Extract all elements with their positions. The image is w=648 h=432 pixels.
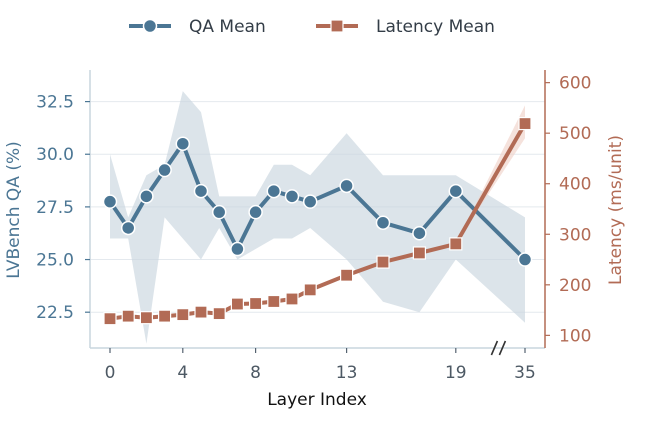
band-layer [110,91,525,344]
qa-point-3 [157,162,172,178]
y-left-tick-label-3: 30.0 [36,145,74,165]
x-tick-label-5: 35 [514,363,536,383]
latency-point-1 [121,309,135,323]
axis-layer: 22.5 25.0 27.5 30.0 32.5 100 200 300 400 500 600 0 4… [36,70,591,383]
y-right-axis-title: Latency (ms/unit) [606,135,626,285]
latency-point-14 [412,246,426,260]
qa-point-15 [448,183,464,199]
marker-layer [102,116,533,326]
y-left-tick-label-1: 25.0 [36,251,74,271]
y-right-tick-label-5: 600 [559,74,591,94]
qa-point-7 [230,241,245,257]
x-tick-label-3: 13 [336,363,358,383]
y-right-tick-label-4: 500 [559,124,591,144]
qa-point-9 [266,183,282,199]
qa-point-0 [102,194,118,209]
legend-qa-marker [142,18,158,34]
x-tick-label-4: 19 [445,363,467,383]
qa-confidence-band [110,91,525,344]
axis-break-mark-0 [490,340,499,356]
qa-point-6 [211,204,227,220]
qa-point-4 [175,136,191,151]
latency-point-13 [376,255,390,269]
x-tick-label-1: 4 [177,363,188,383]
qa-point-11 [302,194,318,209]
qa-point-5 [193,183,209,199]
y-right-tick-label-1: 200 [559,276,591,296]
y-right-tick-label-3: 400 [559,175,591,195]
latency-confidence-band [455,105,525,244]
qa-point-12 [339,178,354,194]
latency-point-9 [267,294,281,309]
y-left-tick-label-2: 27.5 [36,198,74,218]
legend-latency-marker [330,19,344,33]
legend: QA Mean Latency Mean [129,17,495,37]
legend-item-qa-mean: QA Mean [129,17,266,37]
qa-point-14 [412,225,427,241]
qa-point-1 [120,220,136,236]
legend-latency-label: Latency Mean [376,17,495,37]
latency-point-12 [340,268,354,282]
latency-point-3 [158,309,172,323]
x-axis-title: Layer Index [267,390,367,410]
qa-point-2 [139,189,154,204]
qa-point-8 [248,204,263,220]
y-right-tick-label-2: 300 [559,225,591,245]
latency-point-4 [176,308,190,322]
latency-point-0 [103,312,117,326]
latency-point-8 [249,296,263,311]
qa-point-13 [375,215,391,230]
legend-qa-label: QA Mean [189,17,266,37]
y-left-axis-title: LVBench QA (%) [4,141,24,279]
y-right-tick-label-0: 100 [559,326,591,346]
x-tick-label-0: 0 [105,363,116,383]
latency-point-2 [139,311,153,325]
latency-point-15 [449,237,463,251]
latency-point-11 [303,283,317,297]
latency-point-16 [518,116,532,131]
legend-item-latency-mean: Latency Mean [316,17,495,37]
qa-point-16 [517,252,533,267]
x-tick-label-2: 8 [250,363,261,383]
axis-break-mark-1 [498,340,507,356]
latency-point-10 [285,292,299,306]
latency-point-7 [230,297,244,311]
qa-point-10 [284,189,300,204]
latency-point-6 [212,307,226,321]
y-left-tick-label-0: 22.5 [36,303,74,323]
y-left-tick-label-4: 32.5 [36,93,74,113]
latency-point-5 [194,305,208,319]
